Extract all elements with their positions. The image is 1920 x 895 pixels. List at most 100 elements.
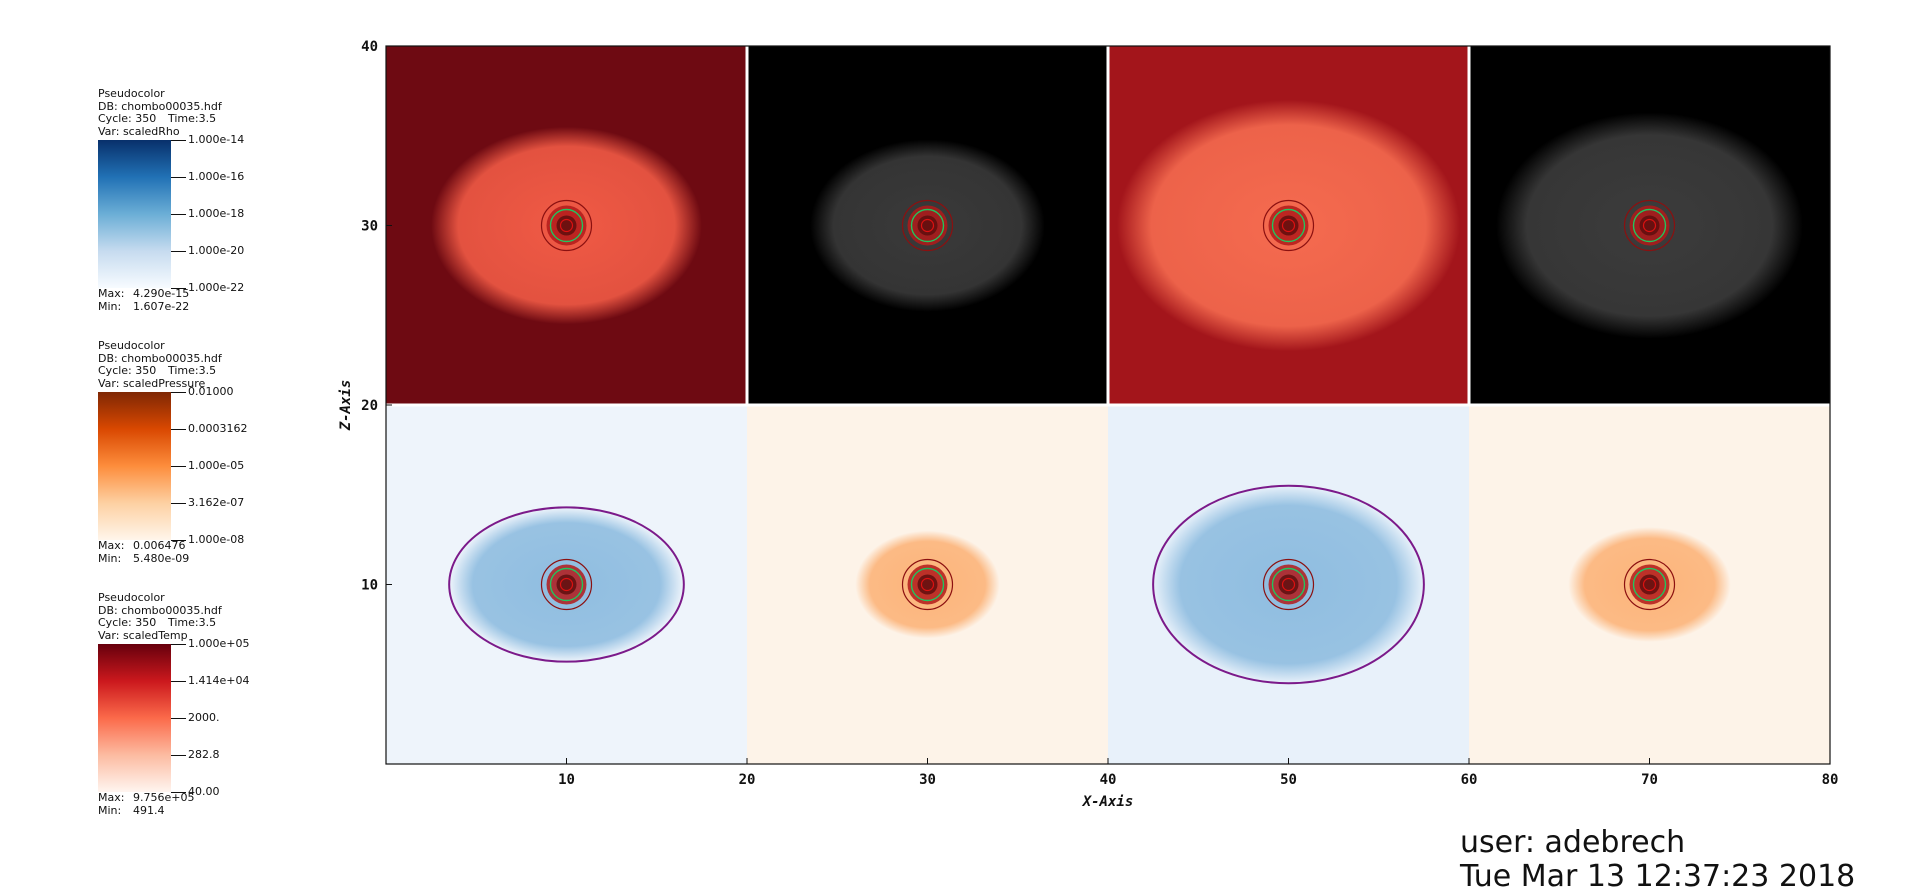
source-ring-green (1271, 567, 1306, 602)
user-label: user: adebrech (1460, 825, 1686, 860)
legend-db: DB: chombo00035.hdf (98, 351, 222, 365)
legend-min-value: 5.480e-09 (133, 551, 190, 565)
x-tick-label: 30 (919, 772, 936, 788)
legend-tick: 1.000e-14 (171, 134, 244, 146)
legend-colorbar-wrap: 1.000e-14 1.000e-16 1.000e-18 1.000e-20 … (98, 134, 308, 294)
source-center (1639, 574, 1660, 595)
legend-max-label: Max: (98, 539, 125, 552)
source-ring-outer (901, 199, 954, 252)
legend-tick-label: 1.000e-14 (188, 133, 245, 146)
y-tick-label: 40 (361, 39, 378, 55)
legend-min: Min: 1.607e-22 (98, 299, 308, 314)
x-axis-title: X-Axis (1082, 794, 1134, 810)
legend-tick-label: 1.000e-22 (188, 281, 245, 294)
x-tick-label: 60 (1461, 772, 1478, 788)
source-center (556, 215, 577, 236)
legend-max-value: 9.756e+05 (133, 791, 195, 804)
source-ring-inner (1281, 218, 1296, 233)
legend-tick: 0.01000 (171, 386, 234, 398)
legend-colorbar-wrap: 1.000e+05 1.414e+04 2000. 282.8 40.00 (98, 638, 308, 798)
legend-tick-label: 2000. (188, 711, 220, 724)
density-contour (448, 506, 685, 663)
x-tick-label: 50 (1280, 772, 1297, 788)
legend-plot-type: Pseudocolor (98, 87, 165, 100)
y-axis-title: Z-Axis (338, 380, 354, 432)
legend-tick-label: 1.000e-05 (188, 459, 245, 472)
legend-tick: 1.000e+05 (171, 638, 249, 650)
x-tick-label: 40 (1100, 772, 1117, 788)
legend-max-label: Max: (98, 791, 125, 804)
legend-cycle-time: Cycle: 350 Time:3.5 (98, 364, 308, 378)
legend-max-value: 0.006476 (133, 539, 186, 552)
legend-min-label: Min: (98, 299, 122, 313)
legend-tick-label: 1.000e+05 (188, 637, 250, 650)
source-ring-outer (1623, 558, 1676, 611)
source-center (917, 215, 938, 236)
source-ring-green (910, 567, 945, 602)
source-center (1639, 215, 1660, 236)
legend-tick: 2000. (171, 712, 220, 724)
source-center (917, 574, 938, 595)
x-tick-label: 10 (558, 772, 575, 788)
source-center (1278, 574, 1299, 595)
source-ring-inner (920, 577, 935, 592)
legend-min-label: Min: (98, 551, 122, 565)
legend-tick-label: 1.000e-16 (188, 170, 245, 183)
y-tick-label: 30 (361, 219, 378, 235)
legend-temp: Pseudocolor DB: chombo00035.hdf Cycle: 3… (98, 591, 308, 817)
legend-tick-label: 40.00 (188, 785, 220, 798)
source-ring-outer (901, 558, 954, 611)
legend-max: Max: 9.756e+05 (98, 791, 308, 805)
legend-colorbar (98, 392, 171, 540)
legend-var: Var: scaledTemp (98, 628, 188, 642)
legend-db: DB: chombo00035.hdf (98, 603, 222, 617)
legend-tick-label: 1.000e-08 (188, 533, 245, 546)
legend-max: Max: 0.006476 (98, 539, 308, 553)
legend-cycle: Cycle: 350 (98, 364, 157, 377)
legend-colorbar (98, 140, 171, 288)
legend-tick-label: 1.000e-18 (188, 207, 245, 220)
legend-tick: 3.162e-07 (171, 497, 244, 509)
legend-max-label: Max: (98, 287, 125, 300)
legend-max-value: 4.290e-15 (133, 287, 190, 300)
legend-tick: 1.000e-05 (171, 460, 244, 472)
density-contour (1152, 484, 1425, 685)
source-ring-inner (1642, 577, 1657, 592)
legend-plot-type: Pseudocolor (98, 339, 165, 352)
source-ring-outer (1623, 199, 1676, 252)
legend-colorbar (98, 644, 171, 792)
source-ring-inner (559, 577, 574, 592)
source-ring-inner (1642, 218, 1657, 233)
source-ring-green (549, 208, 584, 243)
legend-rho: Pseudocolor DB: chombo00035.hdf Cycle: 3… (98, 87, 308, 314)
legend-tick: 1.000e-08 (171, 534, 244, 546)
legend-tick: 282.8 (171, 749, 220, 761)
source-ring-green (1271, 208, 1306, 243)
legend-tick-label: 0.0003162 (188, 422, 248, 435)
source-ring-green (1632, 208, 1667, 243)
legend-time: Time:3.5 (168, 112, 217, 125)
source-ring-green (1632, 567, 1667, 602)
source-center (1278, 215, 1299, 236)
x-tick-label: 70 (1641, 772, 1658, 788)
legend-cycle: Cycle: 350 (98, 616, 157, 629)
legend-tick: 1.000e-18 (171, 208, 244, 220)
legend-tick-label: 3.162e-07 (188, 496, 245, 509)
source-ring-green (910, 208, 945, 243)
legend-tick: 1.414e+04 (171, 675, 249, 687)
legend-time: Time:3.5 (168, 364, 217, 377)
legend-tick: 40.00 (171, 786, 220, 798)
legend-max: Max: 4.290e-15 (98, 287, 308, 301)
source-ring-outer (1262, 199, 1315, 252)
source-ring-inner (1281, 577, 1296, 592)
legend-var: Var: scaledPressure (98, 376, 206, 390)
legend-min: Min: 5.480e-09 (98, 551, 308, 566)
legend-tick: 1.000e-20 (171, 245, 244, 257)
x-tick-label: 80 (1822, 772, 1839, 788)
legend-cycle: Cycle: 350 (98, 112, 157, 125)
legend-cycle-time: Cycle: 350 Time:3.5 (98, 616, 308, 630)
y-tick-label: 10 (361, 578, 378, 594)
legend-db: DB: chombo00035.hdf (98, 99, 222, 113)
legend-colorbar-wrap: 0.01000 0.0003162 1.000e-05 3.162e-07 1.… (98, 386, 308, 546)
